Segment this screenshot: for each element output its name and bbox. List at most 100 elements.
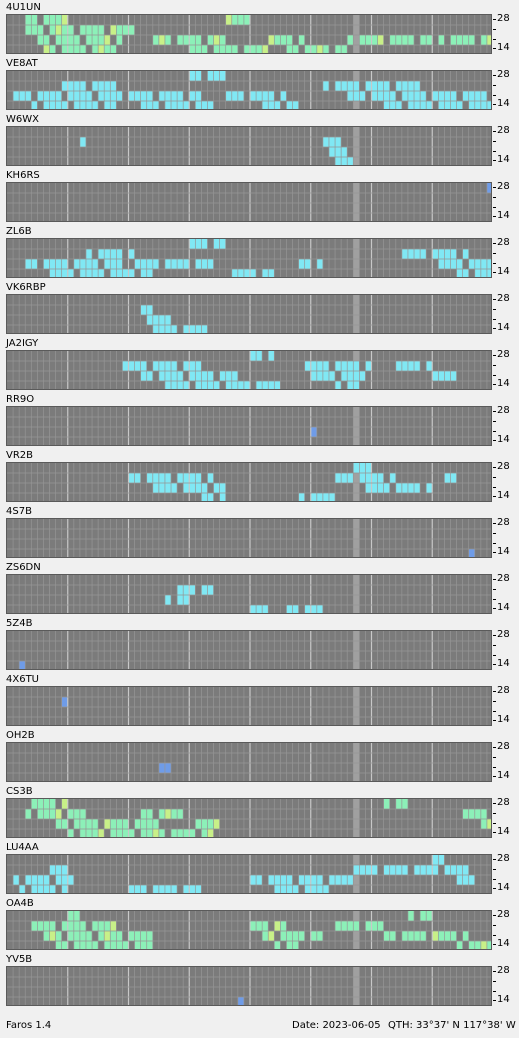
- activity-cell: [280, 885, 287, 893]
- activity-cell: [55, 941, 62, 949]
- band-activity-grid[interactable]: [6, 686, 492, 726]
- activity-cell: [189, 45, 196, 53]
- activity-cell: [414, 91, 421, 101]
- axis-tick: [493, 141, 496, 142]
- activity-cell: [207, 371, 214, 381]
- activity-cell: [401, 35, 408, 45]
- axis-label-low: 14: [497, 770, 510, 781]
- band-activity-grid[interactable]: [6, 742, 492, 782]
- band-activity-grid[interactable]: [6, 294, 492, 334]
- activity-cell: [292, 45, 299, 53]
- axis-tick: [493, 925, 496, 926]
- activity-cell: [146, 315, 153, 325]
- activity-cell: [195, 361, 202, 371]
- activity-cell: [347, 81, 354, 91]
- activity-cell: [377, 483, 384, 493]
- activity-cell: [158, 763, 165, 773]
- activity-cell: [79, 819, 86, 829]
- activity-cell: [49, 921, 56, 931]
- band-activity-grid[interactable]: [6, 182, 492, 222]
- band-activity-grid[interactable]: [6, 630, 492, 670]
- activity-cell: [347, 35, 354, 45]
- beacon-callsign: OH2B: [6, 730, 35, 741]
- activity-cell: [256, 605, 263, 613]
- axis-label-low: 14: [497, 154, 510, 165]
- beacon-row: ZS6DN 28 14: [0, 560, 519, 616]
- band-activity-svg: [7, 855, 491, 893]
- activity-cell: [468, 259, 475, 269]
- band-activity-grid[interactable]: [6, 910, 492, 950]
- activity-cell: [122, 25, 129, 35]
- activity-cell: [171, 361, 178, 371]
- activity-cell: [456, 875, 463, 885]
- activity-cell: [316, 371, 323, 381]
- band-activity-svg: [7, 743, 491, 781]
- axis-tick: [493, 888, 496, 889]
- axis-label-high: 28: [497, 629, 510, 640]
- activity-cell: [213, 819, 220, 829]
- activity-cell: [55, 259, 62, 269]
- activity-cell: [347, 381, 354, 389]
- beacon-callsign: RR9O: [6, 394, 35, 405]
- activity-cell: [116, 819, 123, 829]
- band-activity-grid[interactable]: [6, 126, 492, 166]
- band-activity-svg: [7, 71, 491, 109]
- activity-cell: [116, 269, 123, 277]
- activity-cell: [183, 101, 190, 109]
- band-activity-grid[interactable]: [6, 518, 492, 558]
- band-activity-grid[interactable]: [6, 70, 492, 110]
- activity-cell: [67, 931, 74, 941]
- activity-cell: [37, 799, 44, 809]
- activity-cell: [480, 269, 487, 277]
- band-activity-grid[interactable]: [6, 574, 492, 614]
- current-time-column: [353, 519, 360, 557]
- activity-cell: [25, 809, 32, 819]
- activity-cell: [480, 941, 487, 949]
- activity-cell: [268, 931, 275, 941]
- beacon-callsign: 4S7B: [6, 506, 32, 517]
- activity-cell: [316, 875, 323, 885]
- activity-cell: [468, 549, 475, 557]
- activity-cell: [104, 35, 111, 45]
- activity-cell: [462, 249, 469, 259]
- activity-cell: [274, 941, 281, 949]
- activity-cell: [219, 483, 226, 493]
- activity-cell: [164, 763, 172, 773]
- activity-cell: [377, 81, 384, 91]
- activity-cell: [92, 35, 99, 45]
- band-activity-grid[interactable]: [6, 406, 492, 446]
- activity-cell: [61, 941, 68, 949]
- activity-cell: [152, 315, 159, 325]
- activity-cell: [480, 819, 487, 829]
- activity-cell: [140, 361, 147, 371]
- activity-cell: [43, 931, 50, 941]
- band-activity-grid[interactable]: [6, 798, 492, 838]
- activity-cell: [128, 361, 135, 371]
- activity-cell: [195, 819, 202, 829]
- activity-cell: [474, 91, 481, 101]
- activity-cell: [43, 101, 50, 109]
- band-activity-grid[interactable]: [6, 462, 492, 502]
- activity-cell: [177, 595, 184, 605]
- activity-cell: [140, 885, 147, 893]
- activity-cell: [73, 809, 80, 819]
- band-activity-grid[interactable]: [6, 854, 492, 894]
- band-activity-grid[interactable]: [6, 238, 492, 278]
- activity-cell: [304, 361, 311, 371]
- activity-cell: [316, 885, 323, 893]
- axis-tick: [493, 859, 496, 860]
- band-activity-grid[interactable]: [6, 350, 492, 390]
- activity-cell: [73, 101, 80, 109]
- axis-tick: [493, 991, 496, 992]
- activity-cell: [201, 585, 208, 595]
- activity-cell: [304, 45, 311, 53]
- activity-cell: [104, 91, 111, 101]
- activity-cell: [207, 829, 214, 837]
- band-activity-grid[interactable]: [6, 966, 492, 1006]
- activity-cell: [43, 885, 50, 893]
- axis-tick: [493, 599, 496, 600]
- status-qth: QTH: 33°37' N 117°38' W: [388, 1020, 516, 1031]
- activity-cell: [92, 921, 99, 931]
- axis-label-low: 14: [497, 826, 510, 837]
- band-activity-grid[interactable]: [6, 14, 492, 54]
